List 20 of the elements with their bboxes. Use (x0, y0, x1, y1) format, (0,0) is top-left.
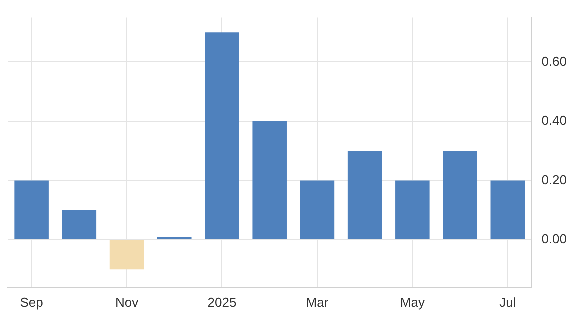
y-tick-label: 0.60 (542, 54, 568, 69)
x-tick-label: Nov (115, 294, 140, 310)
bar (14, 180, 49, 240)
x-tick-label: May (400, 294, 426, 310)
y-tick-label: 0.00 (542, 232, 568, 247)
bar (300, 180, 335, 240)
x-tick-label: 2025 (208, 294, 237, 310)
x-tick-label: Jul (500, 294, 516, 310)
bar (490, 180, 526, 240)
bar (62, 210, 97, 240)
x-tick-label: Sep (20, 294, 44, 310)
bar (443, 151, 478, 240)
x-tick-label: Mar (306, 294, 330, 310)
bar (348, 151, 382, 240)
bar (396, 180, 430, 240)
bar (110, 240, 144, 270)
bar (252, 121, 287, 240)
bar (205, 32, 240, 240)
y-tick-label: 0.40 (542, 113, 568, 128)
y-tick-label: 0.20 (542, 172, 568, 188)
